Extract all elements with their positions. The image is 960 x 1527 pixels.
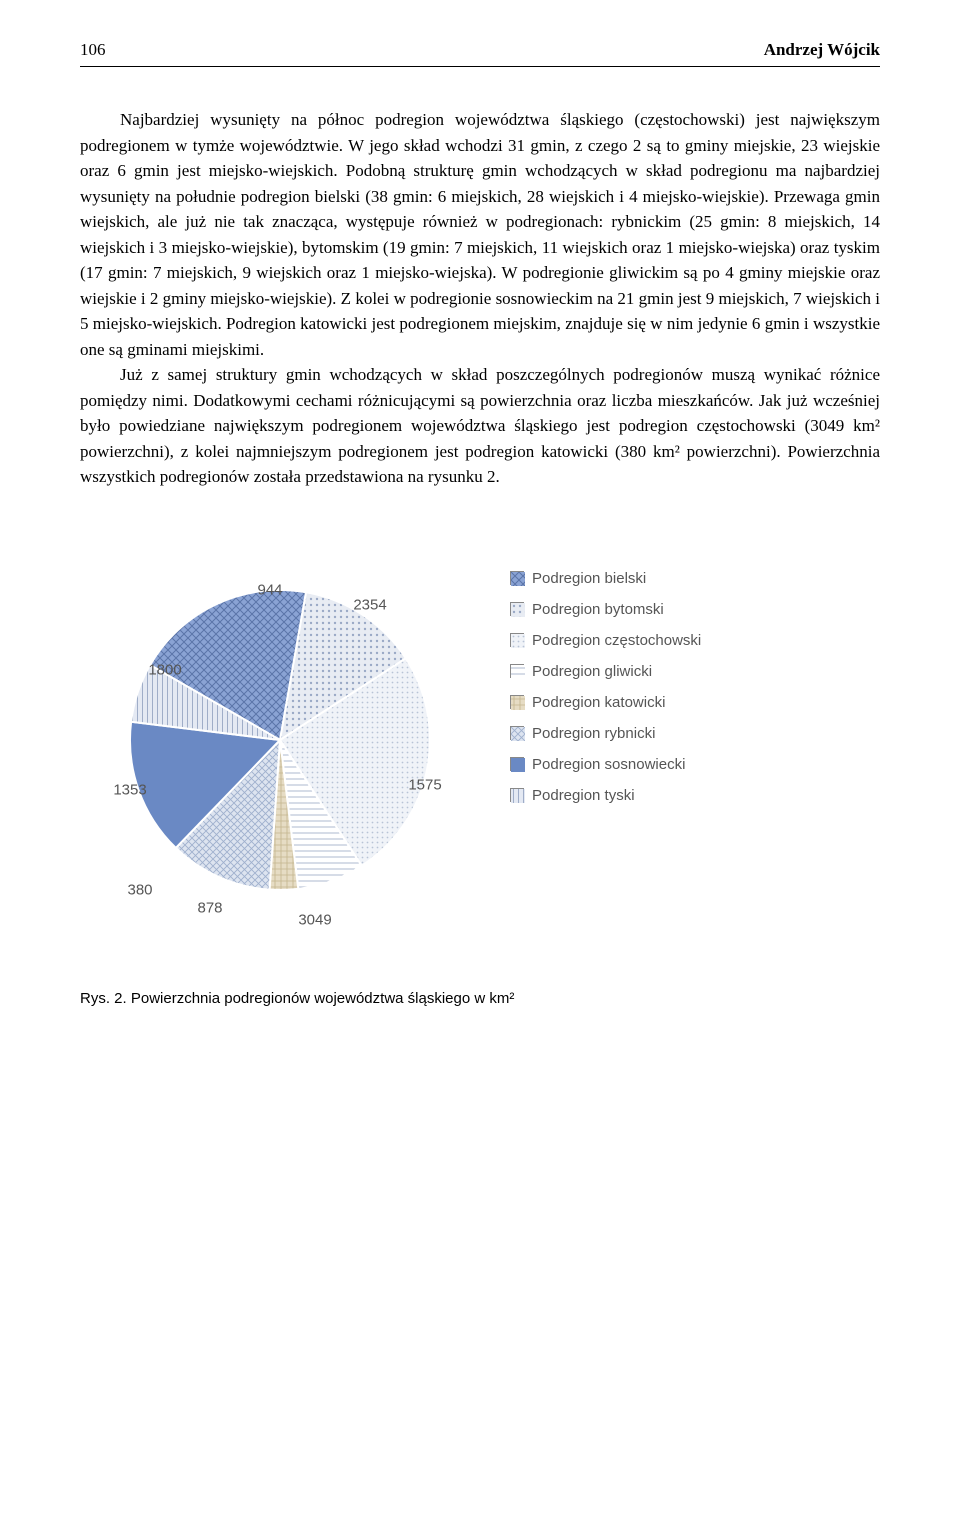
legend-item: Podregion częstochowski <box>510 632 701 649</box>
legend-swatch <box>510 633 524 647</box>
legend-item: Podregion katowicki <box>510 694 701 711</box>
legend-swatch <box>510 788 524 802</box>
legend-swatch <box>510 664 524 678</box>
pie-data-label: 1575 <box>408 776 441 793</box>
pie-data-label: 380 <box>127 881 152 898</box>
pie-data-label: 878 <box>197 899 222 916</box>
legend-item: Podregion bytomski <box>510 601 701 618</box>
legend-item: Podregion rybnicki <box>510 725 701 742</box>
chart-legend: Podregion bielski Podregion bytomski Podre… <box>510 530 701 818</box>
legend-label: Podregion tyski <box>532 787 635 804</box>
pie-data-label: 944 <box>257 581 282 598</box>
pie-data-label: 1353 <box>113 781 146 798</box>
legend-label: Podregion katowicki <box>532 694 665 711</box>
legend-swatch <box>510 602 524 616</box>
pie-data-label: 2354 <box>353 596 386 613</box>
paragraph-1: Najbardziej wysunięty na północ podregio… <box>80 107 880 362</box>
page-number: 106 <box>80 40 106 60</box>
figure-caption: Rys. 2. Powierzchnia podregionów wojewód… <box>80 990 880 1007</box>
legend-label: Podregion gliwicki <box>532 663 652 680</box>
legend-item: Podregion sosnowiecki <box>510 756 701 773</box>
legend-label: Podregion częstochowski <box>532 632 701 649</box>
pie-data-label: 1800 <box>148 661 181 678</box>
legend-label: Podregion bytomski <box>532 601 664 618</box>
pie-chart: 2354 1575 3049 878 380 1353 1800 944 <box>80 530 480 930</box>
body-text: Najbardziej wysunięty na północ podregio… <box>80 107 880 490</box>
paragraph-2: Już z samej struktury gmin wchodzących w… <box>80 362 880 490</box>
legend-swatch <box>510 571 524 585</box>
legend-item: Podregion gliwicki <box>510 663 701 680</box>
legend-swatch <box>510 695 524 709</box>
legend-item: Podregion bielski <box>510 570 701 587</box>
chart-area: 2354 1575 3049 878 380 1353 1800 944 Podregion … <box>80 530 880 930</box>
author-name: Andrzej Wójcik <box>764 40 880 60</box>
legend-item: Podregion tyski <box>510 787 701 804</box>
legend-label: Podregion rybnicki <box>532 725 655 742</box>
pie-data-label: 3049 <box>298 911 331 928</box>
legend-swatch <box>510 757 524 771</box>
legend-label: Podregion sosnowiecki <box>532 756 685 773</box>
legend-swatch <box>510 726 524 740</box>
legend-label: Podregion bielski <box>532 570 646 587</box>
page-header: 106 Andrzej Wójcik <box>80 40 880 67</box>
